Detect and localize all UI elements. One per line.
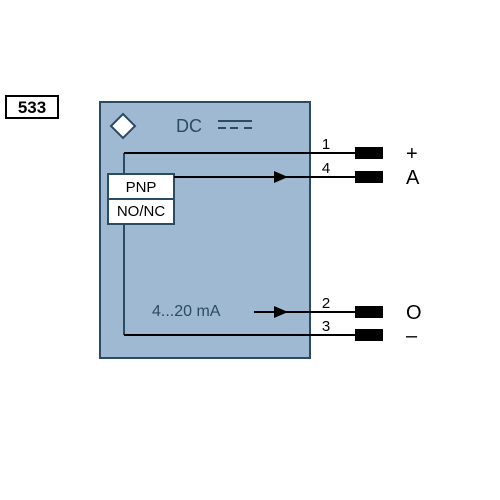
analog-range-label: 4...20 mA: [152, 303, 221, 320]
terminal-1: [355, 147, 383, 159]
terminal-2: [355, 306, 383, 318]
pin-symbol-3: –: [406, 325, 418, 347]
pin-symbol-2: O: [406, 302, 422, 324]
pin-symbol-1: +: [406, 143, 418, 165]
pin-number-4: 4: [322, 160, 330, 177]
pin-number-1: 1: [322, 136, 330, 153]
pin-number-2: 2: [322, 295, 330, 312]
nonc-label: NO/NC: [117, 203, 166, 220]
id-number: 533: [18, 98, 46, 117]
pnp-label: PNP: [126, 179, 157, 196]
pin-symbol-4: A: [406, 167, 420, 189]
terminal-4: [355, 171, 383, 183]
pin-number-3: 3: [322, 318, 330, 335]
dc-label: DC: [176, 116, 202, 136]
terminal-3: [355, 329, 383, 341]
